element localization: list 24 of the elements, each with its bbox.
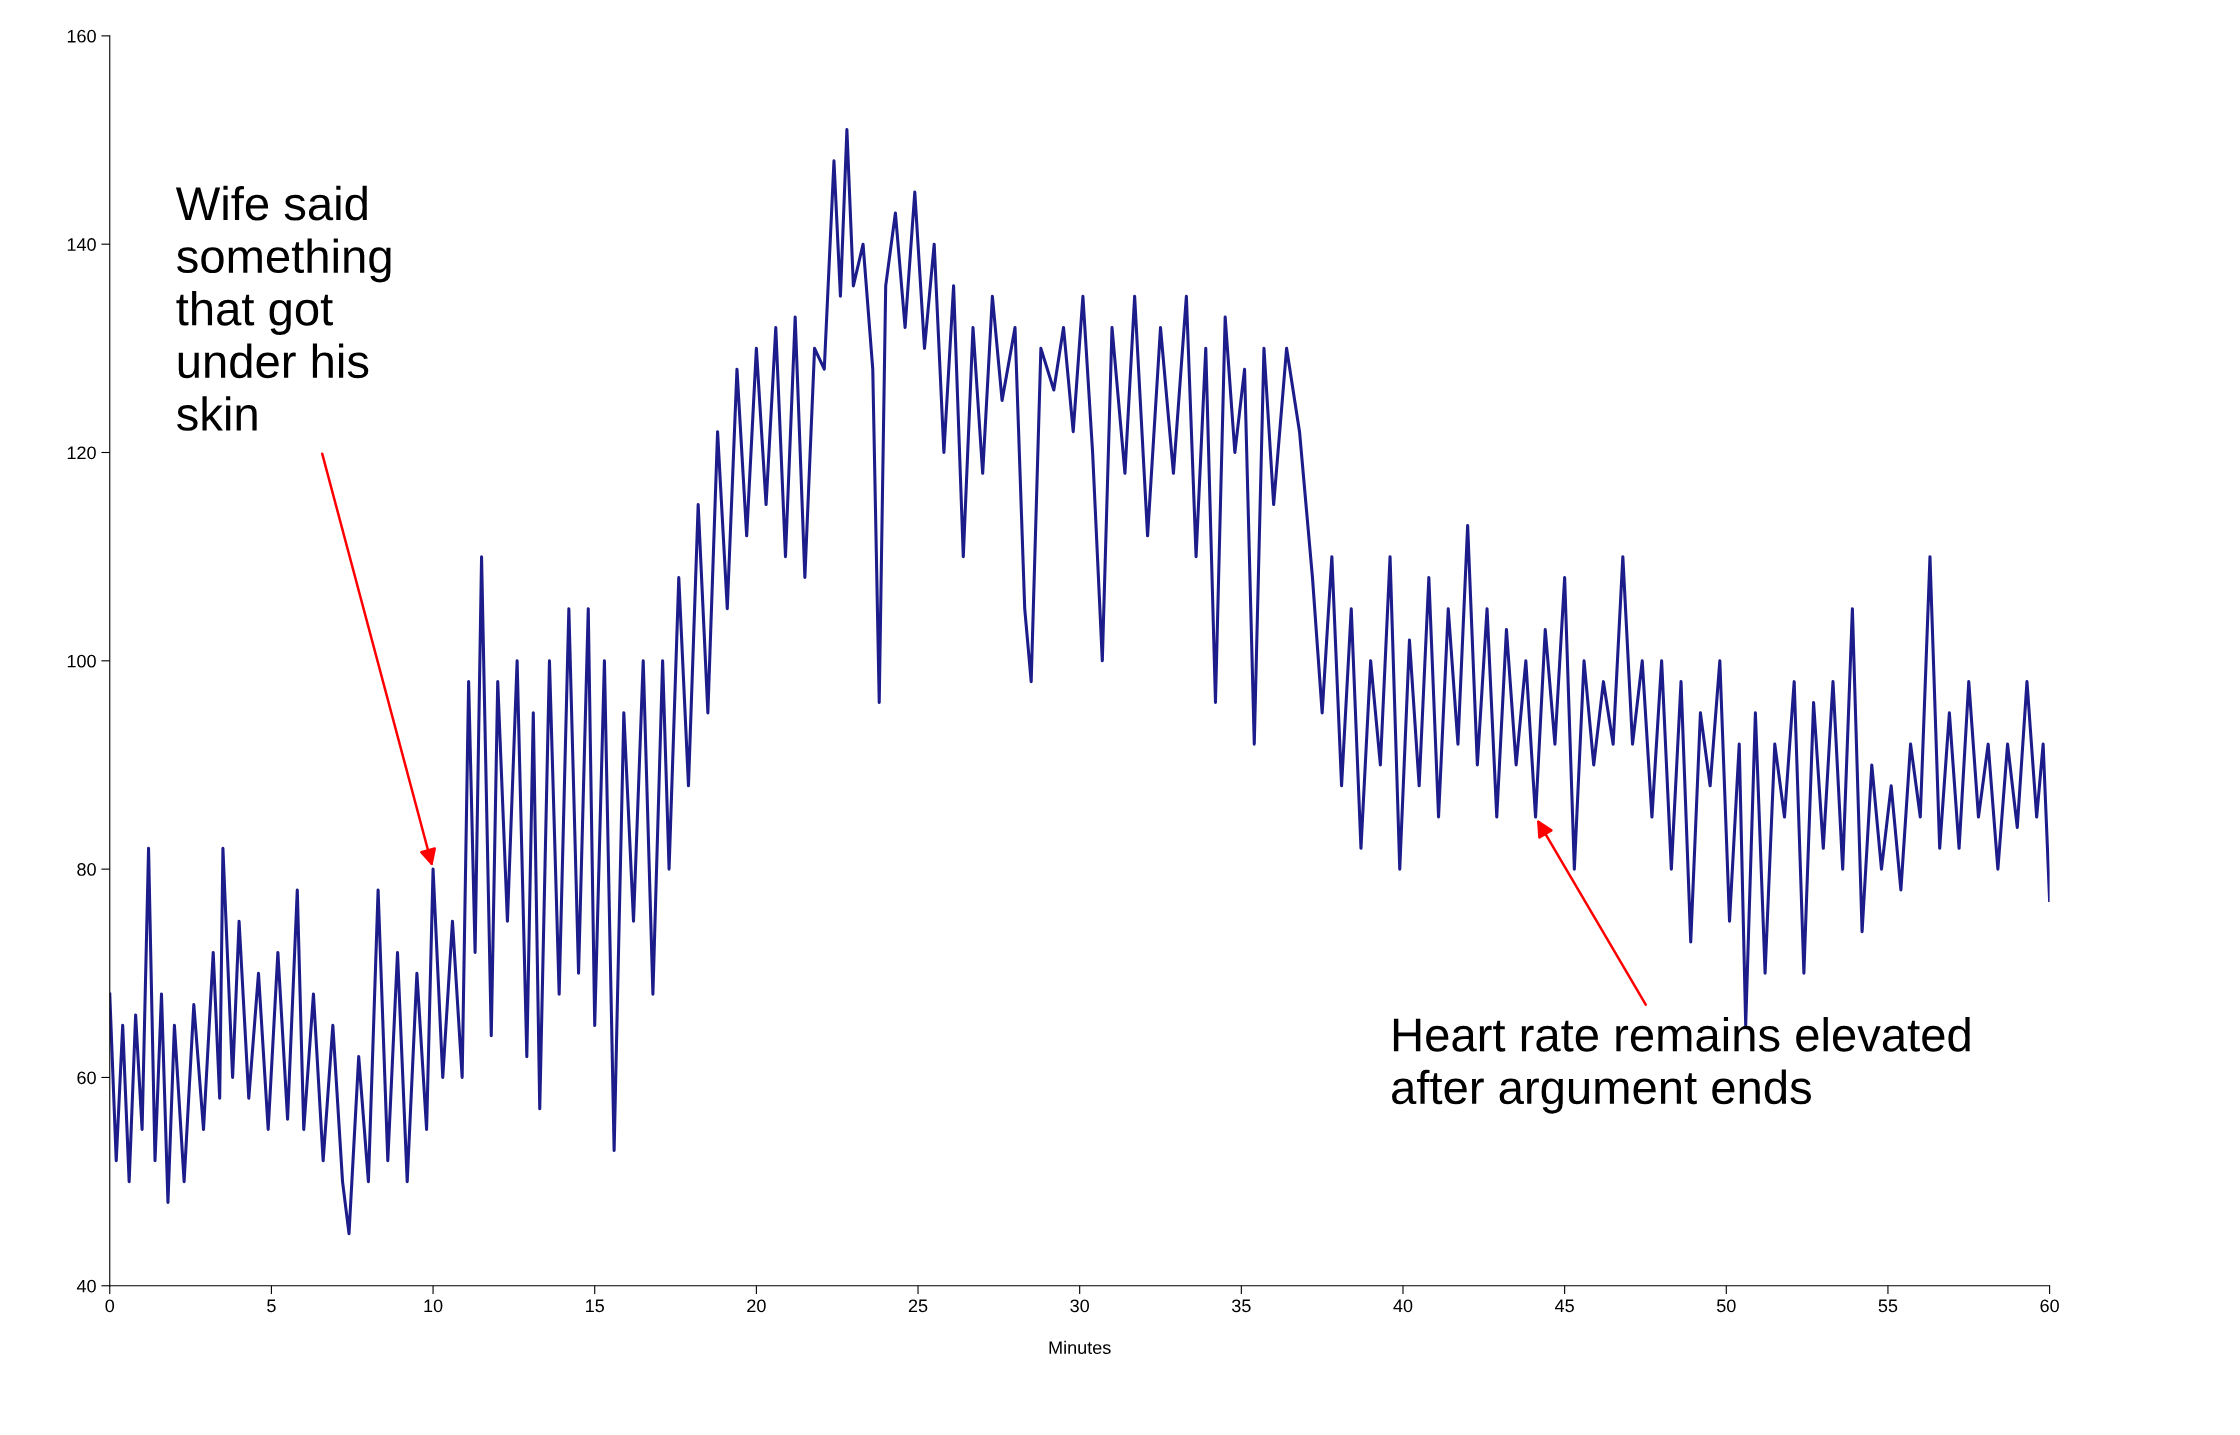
- x-tick-label: 5: [267, 1299, 276, 1313]
- y-tick-label: 60: [77, 1071, 96, 1085]
- x-tick-label: 60: [2040, 1299, 2059, 1313]
- y-tick-label: 40: [76, 1279, 96, 1293]
- x-tick-label: 45: [1555, 1299, 1574, 1313]
- x-tick-label: 35: [1231, 1299, 1251, 1313]
- x-tick-label: 55: [1878, 1299, 1898, 1313]
- y-tick-label: 140: [67, 238, 96, 251]
- x-tick-label: 15: [586, 1299, 605, 1313]
- x-tick-label: 25: [908, 1299, 928, 1313]
- line-series: [109, 128, 2050, 1236]
- x-tick-label: 10: [424, 1299, 443, 1313]
- x-tick-label: 20: [747, 1299, 766, 1313]
- x-axis-title: Minutes: [1049, 1340, 1111, 1355]
- y-tick-label: 160: [67, 29, 96, 43]
- x-tick-label: 50: [1716, 1299, 1736, 1313]
- annotation: Heart rate remains elevated after argument ends: [1392, 1017, 1970, 1114]
- y-tick-label: 100: [67, 654, 96, 668]
- y-tick-label: 120: [67, 446, 96, 460]
- x-tick-label: 40: [1393, 1299, 1413, 1313]
- x-tick-label: 30: [1070, 1299, 1090, 1313]
- x-tick-label: 0: [105, 1299, 115, 1313]
- y-tick-label: 80: [77, 863, 96, 876]
- annotation: Wife said something that got under his skin: [175, 185, 391, 431]
